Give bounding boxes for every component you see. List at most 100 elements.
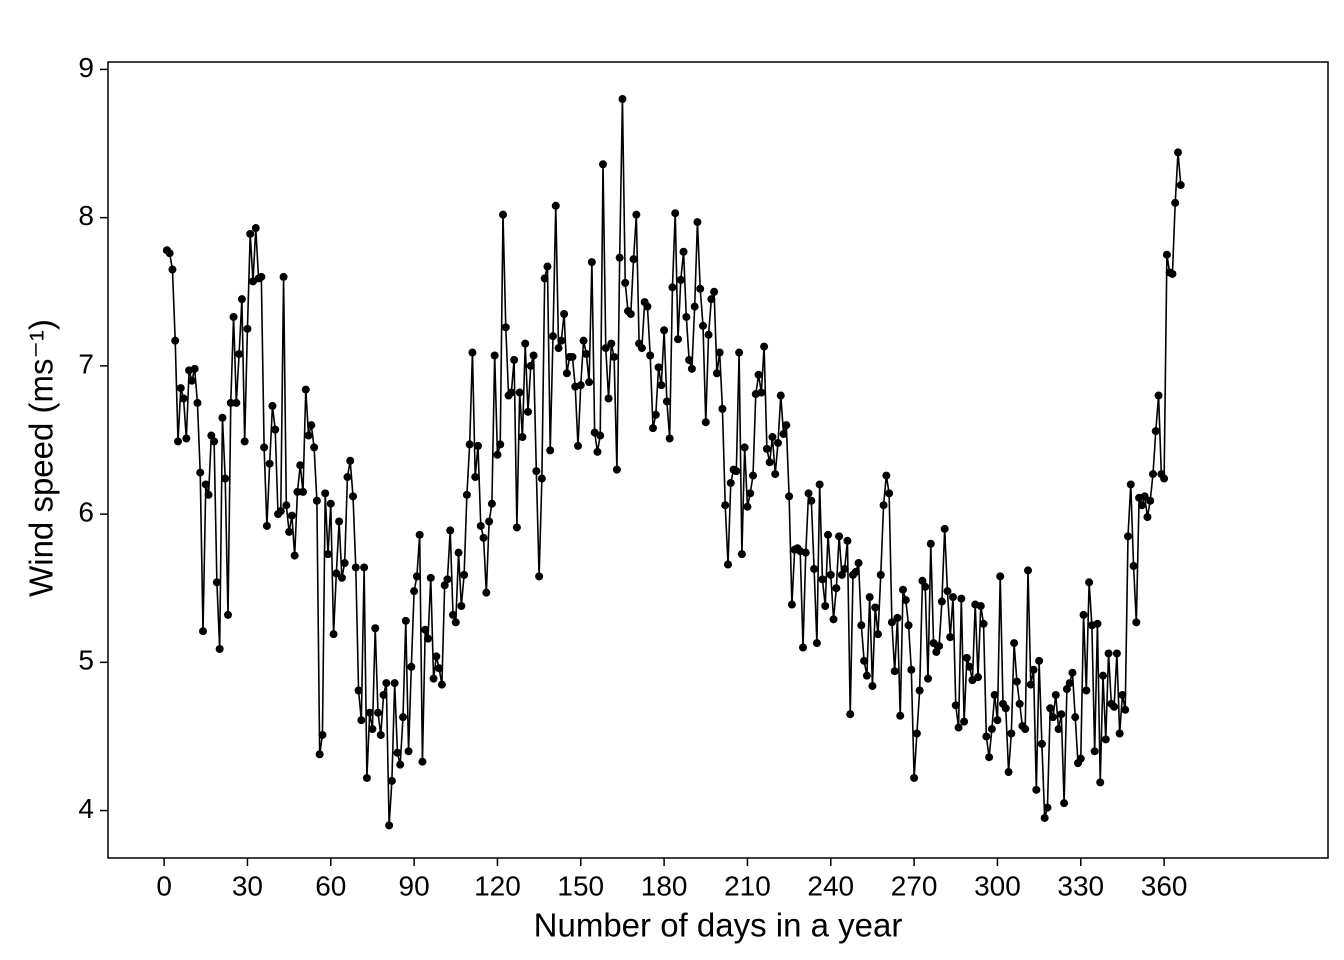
plot-frame bbox=[107, 61, 1329, 859]
data-point bbox=[771, 470, 780, 479]
data-point bbox=[726, 478, 735, 487]
data-point bbox=[435, 664, 444, 673]
data-point bbox=[757, 388, 766, 397]
data-point bbox=[946, 633, 955, 642]
data-point bbox=[287, 511, 296, 520]
data-point bbox=[562, 369, 571, 378]
x-axis-title: Number of days in a year bbox=[534, 907, 903, 944]
data-point bbox=[940, 524, 949, 533]
data-point bbox=[1062, 685, 1071, 694]
data-point bbox=[210, 437, 219, 446]
data-point bbox=[949, 593, 957, 602]
data-point bbox=[574, 441, 582, 450]
data-point bbox=[846, 710, 855, 719]
data-point bbox=[637, 344, 646, 353]
data-point bbox=[632, 210, 641, 219]
data-point bbox=[290, 551, 299, 560]
data-point bbox=[410, 587, 419, 596]
data-point bbox=[882, 471, 891, 480]
data-point bbox=[901, 596, 910, 605]
data-point bbox=[646, 351, 655, 360]
data-point bbox=[776, 391, 785, 400]
data-point bbox=[885, 489, 894, 498]
data-point bbox=[262, 521, 271, 530]
data-point bbox=[412, 572, 421, 581]
data-point bbox=[540, 274, 549, 283]
data-point bbox=[690, 302, 699, 311]
data-point bbox=[512, 523, 521, 532]
data-point bbox=[860, 656, 869, 665]
data-point bbox=[1168, 269, 1177, 278]
data-point bbox=[476, 521, 485, 530]
data-point bbox=[418, 757, 427, 766]
data-point bbox=[174, 437, 182, 446]
data-point bbox=[943, 587, 952, 596]
data-point bbox=[510, 355, 519, 364]
data-point bbox=[912, 729, 921, 738]
data-point bbox=[612, 465, 621, 474]
data-point bbox=[654, 363, 663, 372]
data-point bbox=[390, 679, 399, 688]
data-point bbox=[337, 573, 346, 582]
data-point bbox=[674, 335, 682, 344]
data-point bbox=[915, 686, 924, 695]
data-point bbox=[604, 394, 613, 403]
data-point bbox=[474, 441, 482, 450]
data-point bbox=[707, 295, 716, 304]
data-point bbox=[465, 440, 474, 449]
data-point bbox=[1099, 671, 1107, 680]
data-point bbox=[629, 255, 638, 264]
y-tick-label: 9 bbox=[78, 52, 94, 83]
data-point bbox=[329, 630, 338, 639]
data-point bbox=[257, 272, 266, 281]
data-point bbox=[715, 348, 724, 357]
data-point bbox=[1029, 665, 1038, 674]
data-point bbox=[265, 459, 274, 468]
data-point bbox=[974, 673, 982, 682]
data-point bbox=[1001, 704, 1010, 713]
data-point bbox=[807, 496, 816, 505]
data-point bbox=[374, 708, 382, 717]
data-point bbox=[243, 324, 252, 333]
data-point bbox=[190, 364, 199, 373]
data-point bbox=[362, 773, 371, 782]
data-point bbox=[1076, 754, 1085, 763]
data-point bbox=[760, 342, 769, 351]
data-point bbox=[1121, 705, 1130, 714]
data-point bbox=[668, 283, 677, 292]
data-point bbox=[368, 725, 377, 734]
data-point bbox=[754, 370, 763, 379]
data-point bbox=[596, 431, 605, 440]
data-point bbox=[524, 407, 532, 416]
data-point bbox=[582, 350, 591, 359]
data-point bbox=[1057, 710, 1066, 719]
data-point bbox=[271, 425, 280, 434]
data-point bbox=[740, 443, 749, 452]
data-point bbox=[551, 201, 560, 210]
data-point bbox=[346, 456, 355, 465]
data-point bbox=[785, 492, 794, 501]
data-point bbox=[979, 619, 988, 628]
data-point bbox=[546, 446, 555, 455]
data-point bbox=[843, 536, 852, 545]
data-point bbox=[985, 753, 994, 762]
data-point bbox=[490, 351, 499, 360]
data-point bbox=[1118, 690, 1127, 699]
data-point bbox=[615, 253, 624, 262]
data-point bbox=[449, 610, 457, 619]
data-point bbox=[818, 575, 827, 584]
data-point bbox=[907, 665, 916, 674]
data-point bbox=[965, 662, 974, 671]
x-tick-label: 0 bbox=[156, 870, 172, 901]
data-point bbox=[535, 572, 544, 581]
data-point bbox=[904, 621, 913, 630]
data-point bbox=[1146, 496, 1155, 505]
data-point bbox=[215, 644, 224, 653]
data-point bbox=[746, 489, 755, 498]
data-point bbox=[312, 496, 321, 505]
data-point bbox=[1101, 735, 1110, 744]
data-point bbox=[1143, 513, 1152, 522]
data-point bbox=[235, 350, 244, 359]
data-point bbox=[365, 708, 374, 717]
data-point bbox=[593, 447, 602, 456]
